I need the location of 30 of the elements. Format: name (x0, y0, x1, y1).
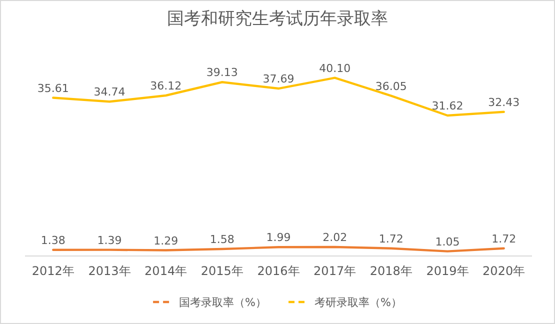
chart-title: 国考和研究生考试历年录取率 (167, 9, 388, 29)
data-label: 1.39 (97, 234, 122, 247)
data-label: 35.61 (37, 82, 69, 95)
legend-label: 国考录取率（%） (179, 296, 266, 309)
x-tick-label: 2014年 (144, 264, 188, 278)
data-label: 36.12 (150, 80, 182, 93)
data-label: 34.74 (94, 86, 126, 99)
data-label: 1.38 (40, 234, 66, 247)
data-label: 40.10 (319, 62, 351, 75)
data-label: 31.62 (432, 100, 464, 112)
data-label: 1.05 (435, 235, 460, 248)
data-label: 1.72 (378, 232, 404, 246)
data-label: 2.02 (322, 231, 348, 244)
x-tick-label: 2012年 (32, 264, 74, 278)
data-label: 1.99 (266, 231, 291, 244)
data-label: 32.43 (488, 96, 520, 109)
x-tick-label: 2018年 (370, 264, 412, 278)
x-tick-label: 2020年 (482, 264, 526, 278)
data-label: 1.72 (492, 232, 516, 246)
x-tick-label: 2019年 (426, 264, 469, 278)
x-tick-label: 2017年 (314, 264, 356, 278)
legend-label: 考研录取率（%） (314, 296, 402, 309)
data-label: 1.58 (210, 232, 234, 246)
data-label: 39.13 (206, 66, 238, 80)
x-tick-label: 2016年 (257, 264, 300, 278)
data-label: 1.29 (154, 234, 178, 248)
x-tick-label: 2015年 (200, 264, 244, 278)
x-tick-label: 2013年 (88, 264, 131, 278)
data-label: 36.05 (375, 80, 407, 93)
data-label: 37.69 (262, 72, 294, 86)
